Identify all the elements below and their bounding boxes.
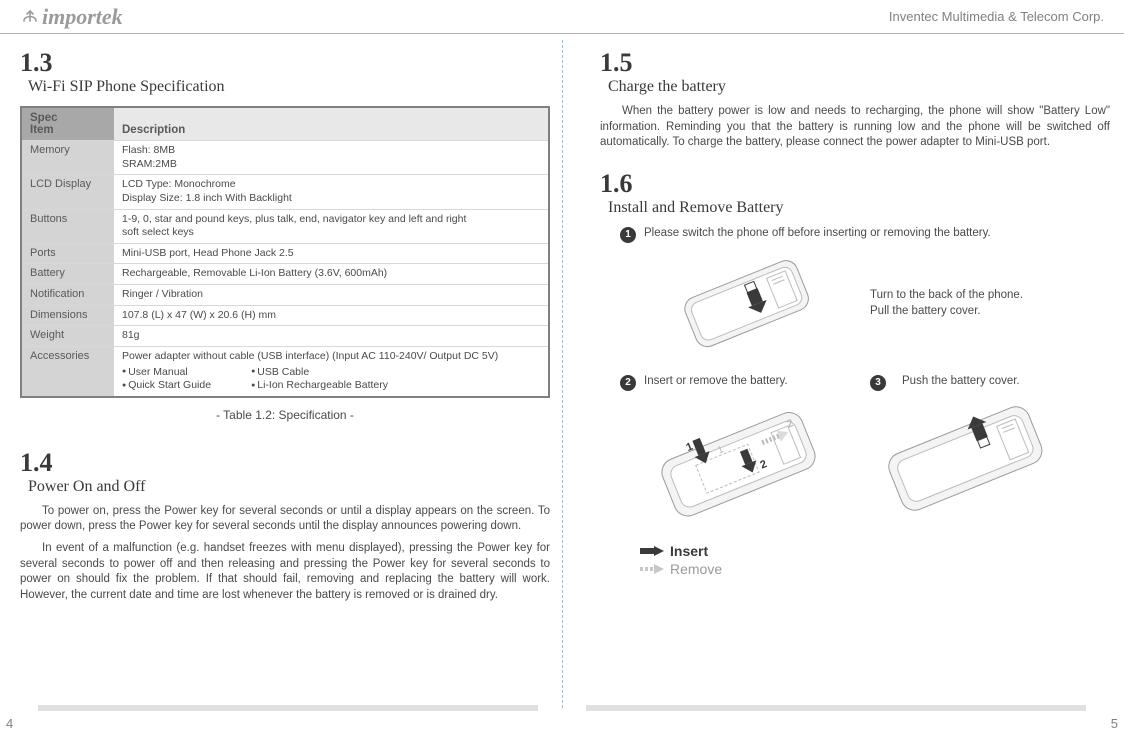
logo-text: importek [42, 4, 123, 30]
section-1.3-number: 1.3 [20, 50, 550, 76]
logo-icon [20, 7, 40, 27]
table-row: Weight 81g [22, 325, 548, 346]
table-row: Battery Rechargeable, Removable Li-Ion B… [22, 263, 548, 284]
section-1.6-number: 1.6 [600, 171, 1110, 197]
step-badge-3-icon: 3 [870, 375, 886, 391]
table-row: LCD Display LCD Type: Monochrome Display… [22, 174, 548, 208]
page-spine [562, 40, 563, 708]
arrow-solid-icon [640, 546, 664, 556]
footer-rule-right [586, 705, 1086, 711]
table-row: Notification Ringer / Vibration [22, 284, 548, 305]
section-1.4-number: 1.4 [20, 450, 550, 476]
page-header: importek Inventec Multimedia & Telecom C… [0, 0, 1124, 34]
table-row: Buttons 1-9, 0, star and pound keys, plu… [22, 209, 548, 243]
table-row-accessories: Accessories Power adapter without cable … [22, 346, 548, 396]
list-item: Li-Ion Rechargeable Battery [251, 379, 388, 393]
paragraph: When the battery power is low and needs … [600, 104, 1110, 151]
list-item: User Manual [122, 366, 211, 380]
phone-push-cover-icon [870, 397, 1070, 527]
section-1.4-title: Power On and Off [28, 478, 550, 496]
step-1: 1 Please switch the phone off before ins… [620, 227, 1110, 243]
page-number-left: 4 [6, 716, 13, 731]
step-1-text: Please switch the phone off before inser… [644, 227, 991, 239]
table-header-item: Spec Item [22, 108, 114, 140]
left-page: 1.3 Wi-Fi SIP Phone Specification Spec I… [20, 50, 550, 603]
company-name: Inventec Multimedia & Telecom Corp. [889, 9, 1104, 24]
diagram-step-1: Turn to the back of the phone. Pull the … [660, 257, 1110, 367]
diagram-step-3 [870, 397, 1070, 577]
table-row: Ports Mini-USB port, Head Phone Jack 2.5 [22, 243, 548, 264]
section-1.5-number: 1.5 [600, 50, 1110, 76]
paragraph: In event of a malfunction (e.g. handset … [20, 541, 550, 603]
footer-rule-left [38, 705, 538, 711]
list-item: USB Cable [251, 366, 388, 380]
right-page: 1.5 Charge the battery When the battery … [600, 50, 1110, 577]
logo: importek [20, 4, 123, 30]
section-1.5-title: Charge the battery [608, 78, 1110, 96]
table-row: Dimensions 107.8 (L) x 47 (W) x 20.6 (H)… [22, 305, 548, 326]
paragraph: To power on, press the Power key for sev… [20, 504, 550, 535]
insert-remove-legend: Insert Remove [640, 543, 850, 577]
table-header-row: Spec Item Description [22, 108, 548, 140]
step-badge-1-icon: 1 [620, 227, 636, 243]
table-header-desc: Description [114, 108, 548, 140]
step-3: 3 Push the battery cover. [870, 375, 1020, 391]
list-item: Quick Start Guide [122, 379, 211, 393]
step-3-text: Push the battery cover. [902, 375, 1020, 387]
diagram-step-2: 1 2 2 1 [640, 397, 850, 577]
insert-label: Insert [670, 543, 708, 559]
step-badge-2-icon: 2 [620, 375, 636, 391]
phone-insert-battery-icon: 1 2 2 1 [640, 397, 850, 537]
table-caption: - Table 1.2: Specification - [20, 408, 550, 422]
step-2-text: Insert or remove the battery. [644, 375, 788, 387]
table-row: Memory Flash: 8MB SRAM:2MB [22, 140, 548, 174]
phone-back-diagram-icon [660, 257, 840, 367]
page-number-right: 5 [1111, 716, 1118, 731]
spec-table: Spec Item Description Memory Flash: 8MB … [20, 106, 550, 398]
remove-label: Remove [670, 561, 722, 577]
section-1.6-title: Install and Remove Battery [608, 199, 1110, 217]
step-1-note: Turn to the back of the phone. Pull the … [870, 287, 1023, 319]
arrow-dashed-icon [640, 564, 664, 574]
section-1.3-title: Wi-Fi SIP Phone Specification [28, 78, 550, 96]
step-2: 2 Insert or remove the battery. [620, 375, 850, 391]
